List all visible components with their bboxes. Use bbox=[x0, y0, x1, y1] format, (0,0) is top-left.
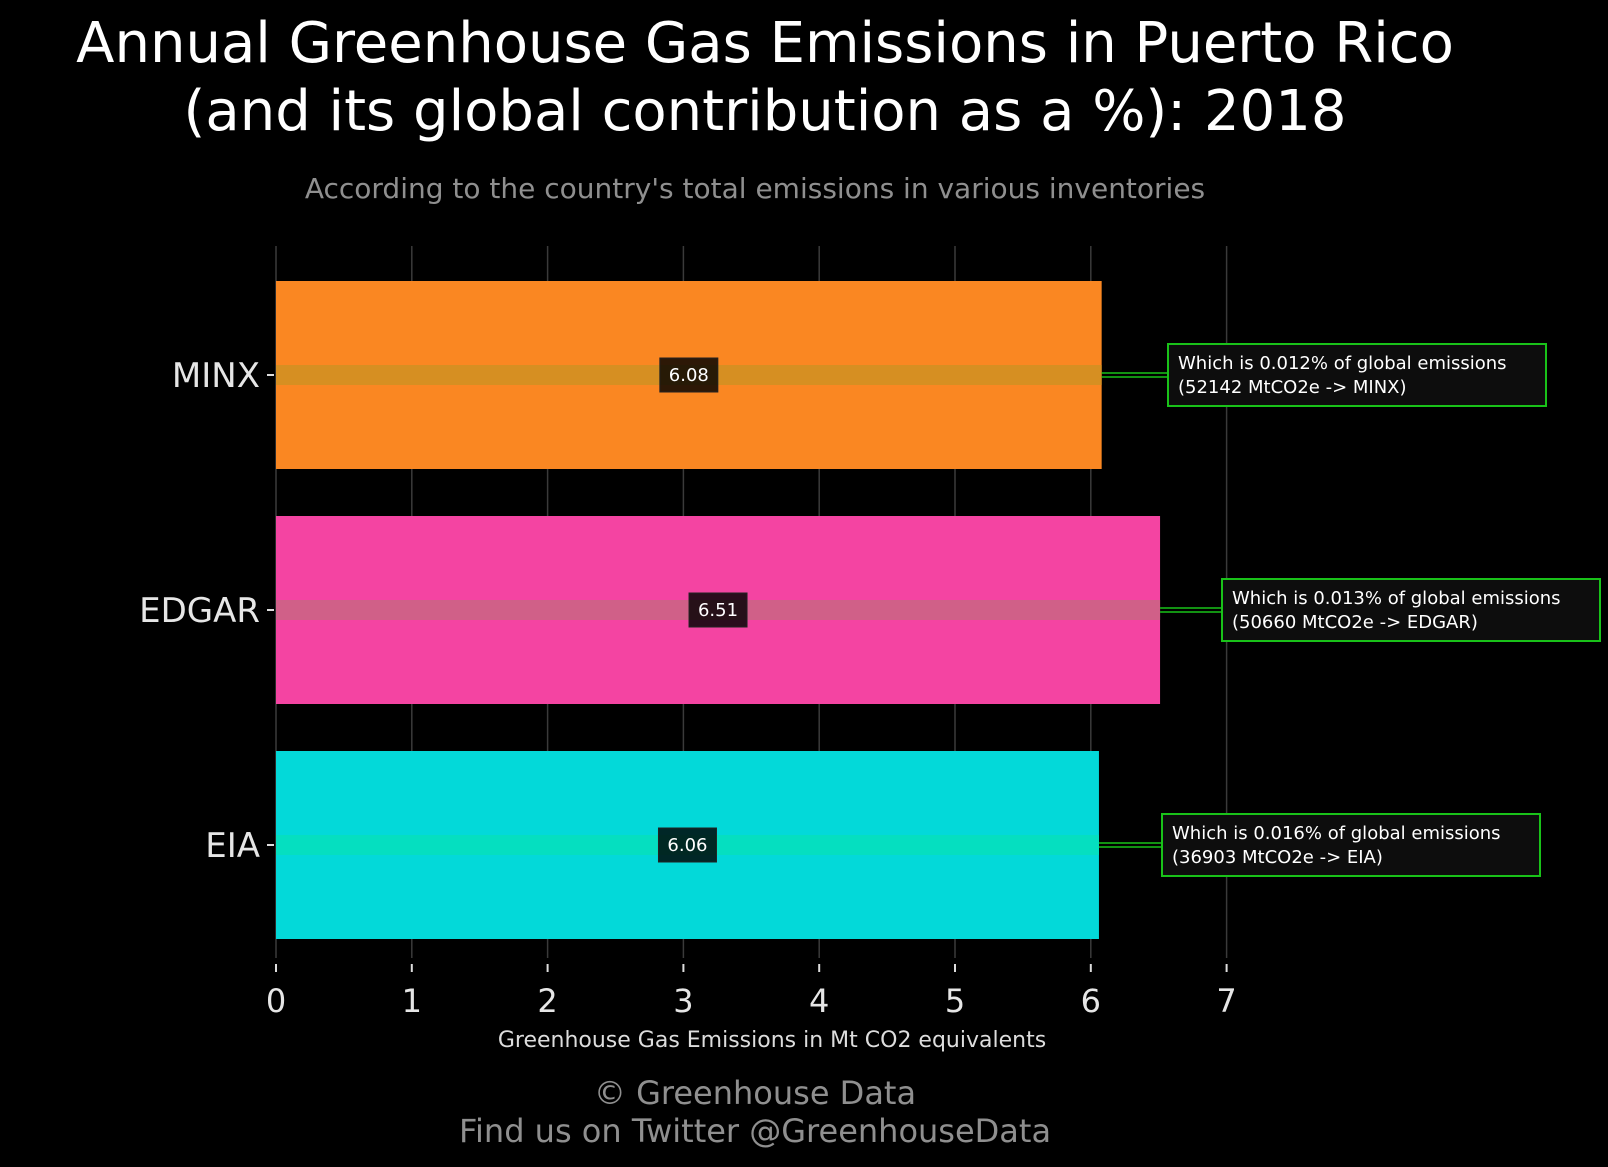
annotation-line1-eia: Which is 0.016% of global emissions bbox=[1172, 823, 1501, 844]
value-label-eia: 6.06 bbox=[667, 835, 707, 856]
tick-label-x-4: 4 bbox=[809, 982, 829, 1020]
annotation-box-minx bbox=[1167, 343, 1547, 407]
chart-subtitle: According to the country's total emissio… bbox=[304, 172, 1206, 205]
tick-label-x-3: 3 bbox=[673, 982, 693, 1020]
x-axis-label: Greenhouse Gas Emissions in Mt CO2 equiv… bbox=[498, 1028, 1046, 1053]
value-label-minx: 6.08 bbox=[669, 365, 709, 386]
annotation-box-edgar bbox=[1221, 578, 1601, 642]
footer-copyright: © Greenhouse Data bbox=[593, 1074, 917, 1112]
tick-label-x-5: 5 bbox=[945, 982, 965, 1020]
value-label-box-edgar bbox=[688, 592, 748, 628]
category-label-edgar: EDGAR bbox=[139, 591, 260, 631]
annotations: Which is 0.012% of global emissions (5214… bbox=[1098, 343, 1601, 877]
tick-label-x-1: 1 bbox=[402, 982, 422, 1020]
annotation-line2-minx: (52142 MtCO2e -> MINX) bbox=[1178, 377, 1407, 398]
tick-label-x-7: 7 bbox=[1216, 982, 1236, 1020]
annotation-line2-edgar: (50660 MtCO2e -> EDGAR) bbox=[1232, 612, 1478, 633]
annotation-box-eia bbox=[1161, 813, 1541, 877]
tick-label-x-2: 2 bbox=[537, 982, 557, 1020]
tick-label-x-0: 0 bbox=[266, 982, 286, 1020]
value-label-box-minx bbox=[659, 357, 719, 393]
footer-twitter: Find us on Twitter @GreenhouseData bbox=[458, 1112, 1052, 1150]
value-label-edgar: 6.51 bbox=[698, 600, 738, 621]
annotation-line1-edgar: Which is 0.013% of global emissions bbox=[1232, 588, 1561, 609]
category-label-minx: MINX bbox=[172, 356, 260, 396]
bars: 6.08 6.51 6.06 bbox=[276, 281, 1161, 939]
chart-title-line-2: (and its global contribution as a %): 20… bbox=[183, 79, 1347, 144]
category-label-eia: EIA bbox=[205, 826, 260, 866]
chart-title-line-1: Annual Greenhouse Gas Emissions in Puert… bbox=[76, 11, 1454, 76]
axes: MINX EDGAR EIA 0 1 2 3 4 5 6 7 Greenhouse Gas Emiss… bbox=[139, 356, 1237, 1053]
annotation-line1-minx: Which is 0.012% of global emissions bbox=[1178, 353, 1507, 374]
annotation-line2-eia: (36903 MtCO2e -> EIA) bbox=[1172, 847, 1383, 868]
tick-label-x-6: 6 bbox=[1081, 982, 1101, 1020]
value-label-box-eia bbox=[657, 827, 717, 863]
